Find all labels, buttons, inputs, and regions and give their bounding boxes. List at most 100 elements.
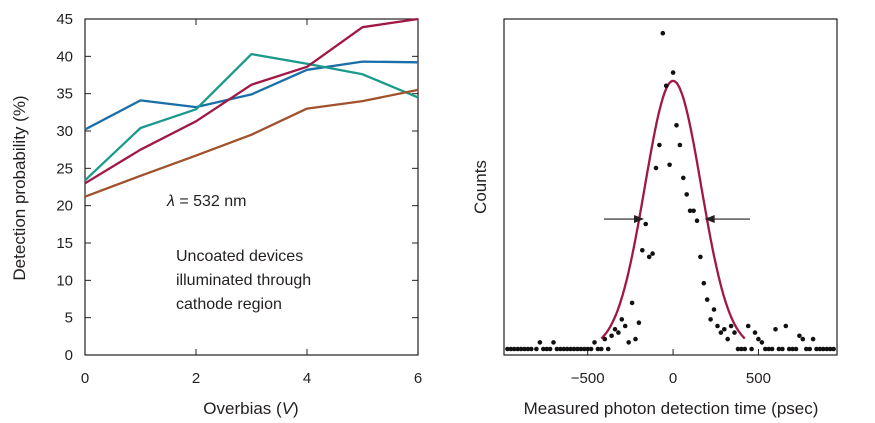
data-point <box>571 346 577 352</box>
data-point <box>578 346 584 352</box>
right-x-tick-label: 0 <box>669 370 677 387</box>
right-axis-ticks: −500 0 500 <box>571 349 771 387</box>
data-point <box>515 346 520 352</box>
data-point <box>643 221 648 227</box>
left-y-tick-label: 45 <box>56 11 73 28</box>
data-point <box>827 346 833 352</box>
data-point <box>793 346 799 352</box>
left-series-group <box>84 17 419 198</box>
left-x-tick-label: 2 <box>192 370 200 387</box>
data-point <box>732 330 737 335</box>
data-point <box>824 346 830 352</box>
gaussian-fit-curve <box>600 79 746 340</box>
data-point <box>790 346 795 352</box>
data-point <box>622 323 628 329</box>
data-point <box>585 346 590 352</box>
data-point <box>817 346 823 352</box>
data-point <box>742 346 748 352</box>
gaussian-fit-group <box>600 79 746 340</box>
data-point <box>612 327 618 332</box>
data-point <box>831 346 836 352</box>
data-point <box>701 280 707 286</box>
data-point <box>776 346 782 352</box>
fwhm-arrows-group <box>604 215 750 224</box>
data-point <box>544 346 549 352</box>
data-point <box>564 346 570 352</box>
data-point <box>786 346 792 352</box>
right-x-axis-label: Measured photon detection time (psec) <box>524 399 819 418</box>
left-plot-frame <box>84 18 419 356</box>
data-point <box>670 70 676 75</box>
right-plot-frame <box>503 18 838 356</box>
fwhm-right-arrow-head <box>704 215 715 224</box>
data-point <box>626 340 631 345</box>
data-point <box>674 123 679 128</box>
data-point <box>756 336 761 342</box>
data-point <box>800 336 806 342</box>
data-point <box>558 346 563 352</box>
data-point <box>711 307 717 312</box>
data-point <box>663 83 669 89</box>
data-point <box>588 346 594 352</box>
data-point <box>629 300 635 306</box>
left-y-tick-label: 0 <box>65 347 73 364</box>
data-point <box>752 330 758 335</box>
data-point <box>525 346 531 352</box>
data-point <box>522 346 527 352</box>
data-point <box>534 346 539 352</box>
data-point <box>783 323 789 329</box>
data-point <box>602 336 608 342</box>
data-point <box>773 327 778 332</box>
left-y-tick-label: 5 <box>65 310 73 327</box>
data-point <box>681 175 686 181</box>
data-point <box>718 330 724 335</box>
data-point <box>551 340 556 345</box>
data-point <box>582 346 587 352</box>
data-point <box>636 320 642 326</box>
data-point <box>592 340 597 345</box>
data-point <box>684 192 689 197</box>
left-axis-ticks: 0 5 10 15 20 25 30 35 40 45 0 2 4 6 <box>56 11 422 387</box>
left-y-tick-label: 40 <box>56 48 73 65</box>
data-point <box>537 340 543 345</box>
right-y-axis-label: Counts <box>471 160 490 214</box>
left-y-tick-label: 20 <box>56 198 73 215</box>
data-point <box>807 346 812 352</box>
data-point <box>653 165 659 171</box>
left-y-tick-label: 25 <box>56 160 73 177</box>
data-point <box>657 142 662 148</box>
data-point <box>722 327 727 332</box>
data-point <box>541 346 546 352</box>
data-point <box>708 317 713 322</box>
data-point <box>749 346 754 352</box>
data-point <box>616 330 621 335</box>
data-point <box>745 323 751 329</box>
data-points-group <box>505 30 836 352</box>
right-chart: −500 0 500 Measured photon detection time … <box>471 18 838 418</box>
data-point <box>508 346 514 352</box>
data-point <box>640 248 645 253</box>
annotation-line-3: cathode region <box>176 296 282 313</box>
data-point <box>797 333 802 339</box>
lambda-annotation: λ = 532 nm <box>166 193 246 210</box>
data-point <box>759 340 765 345</box>
data-point <box>561 346 567 352</box>
data-point <box>633 336 638 342</box>
data-point <box>728 323 734 329</box>
data-point <box>619 317 625 322</box>
data-point <box>725 336 730 342</box>
left-y-tick-label: 30 <box>56 123 73 140</box>
data-point <box>660 30 666 36</box>
left-x-tick-label: 6 <box>414 370 422 387</box>
data-point <box>609 333 614 339</box>
data-point <box>704 297 710 302</box>
left-x-tick-label: 0 <box>81 370 89 387</box>
data-point <box>554 346 560 352</box>
left-y-axis-label: Detection probability (%) <box>10 95 29 280</box>
data-point <box>575 346 580 352</box>
left-series-line-1 <box>84 60 419 131</box>
data-point <box>568 346 573 352</box>
left-y-tick-label: 35 <box>56 86 73 103</box>
data-point <box>715 323 720 329</box>
